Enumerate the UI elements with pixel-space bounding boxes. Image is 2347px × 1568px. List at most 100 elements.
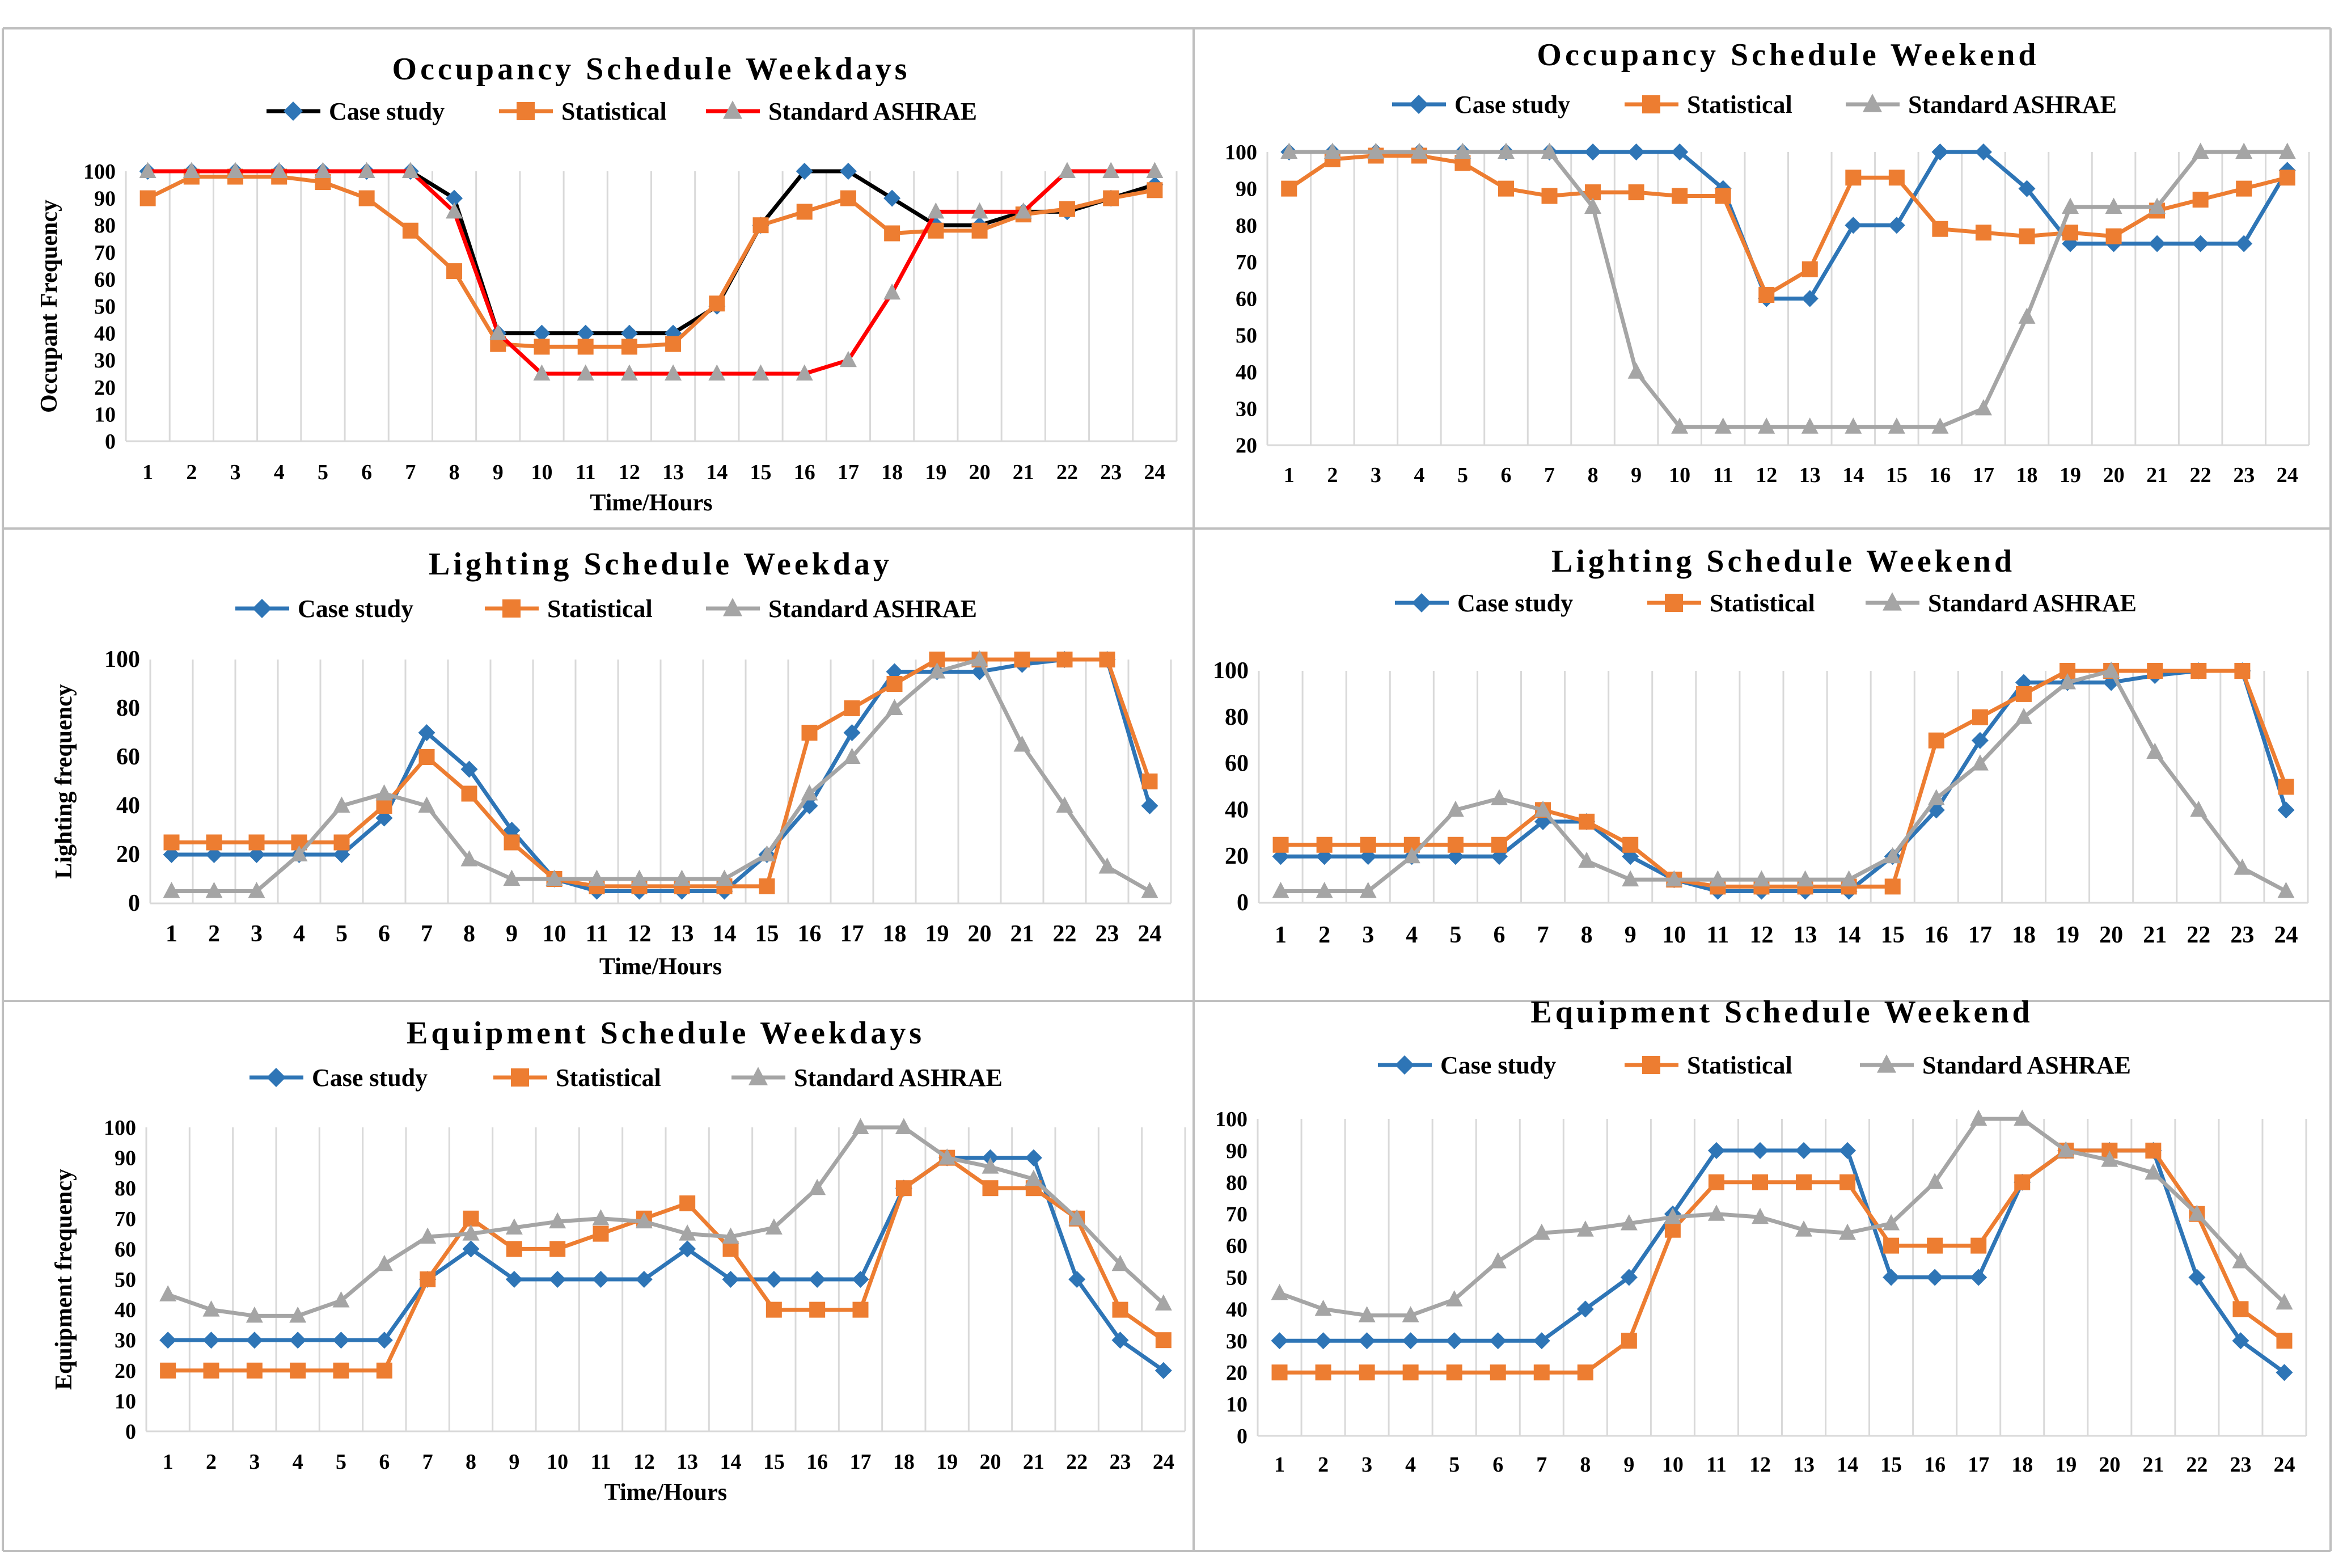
chart-title: Lighting Schedule Weekday [429,547,893,582]
y-tick-label: 70 [94,241,116,265]
data-point [1888,217,1905,234]
data-point [418,749,435,765]
x-tick-label: 18 [2016,463,2037,487]
data-point [2192,235,2209,252]
data-point [290,845,308,861]
legend-item: Statistical [1625,91,1792,119]
data-point [895,1180,912,1197]
data-point [1796,870,1814,887]
x-tick-label: 19 [2056,922,2079,948]
data-point [752,364,769,381]
data-point [1272,836,1289,853]
data-point [1541,142,1558,159]
legend-marker [1665,594,1683,612]
x-tick-label: 20 [980,1450,1001,1474]
data-point [665,336,682,352]
chart-title: Equipment Schedule Weekend [1530,995,2033,1030]
chart-equip-weekdays: Equipment Schedule Weekdays 0 10 20 30 40 50 60… [51,1016,1186,1506]
data-point [2236,180,2252,197]
data-point [461,785,477,802]
chart-title: Occupancy Schedule Weekdays [392,52,911,87]
legend-item: Statistical [499,98,667,125]
data-point [2192,192,2209,208]
data-point [1111,1254,1129,1271]
data-point [2145,1163,2162,1180]
series-line [147,169,1155,376]
data-point [765,1218,783,1235]
data-point [2190,800,2208,817]
data-point [2277,801,2295,819]
data-point [884,225,900,242]
x-tick-label: 22 [1056,460,1078,484]
data-point [1971,732,1989,749]
data-point [722,1227,739,1244]
data-point [489,324,507,340]
x-tick-label: 13 [662,460,684,484]
data-point [2232,1332,2249,1350]
y-tick-label: 30 [1226,1329,1247,1353]
data-point [593,1225,609,1242]
legend-marker [1863,94,1882,112]
chart-title: Occupancy Schedule Weekend [1537,37,2039,73]
y-tick-label: 20 [94,376,116,400]
data-point [1280,142,1298,159]
data-point [375,784,393,801]
data-point [886,699,903,715]
y-tick-label: 70 [1226,1203,1247,1227]
data-point [796,163,813,180]
data-point [2279,170,2295,186]
data-point [2062,225,2079,241]
y-tick-label: 30 [1236,397,1257,421]
x-tick-label: 24 [2277,463,2298,487]
data-point [159,1332,177,1349]
data-point [332,1332,350,1349]
legend-label: Statistical [1687,91,1792,119]
x-tick-label: 8 [1580,1453,1591,1477]
x-tick-label: 6 [361,460,372,484]
data-point [534,339,550,355]
legend-marker [284,102,303,121]
data-point [1845,217,1862,234]
legend-label: Case study [1440,1051,1556,1079]
data-point [1584,143,1602,160]
legend-item: Statistical [1647,589,1815,617]
series-standard-ashrae [159,1118,1172,1323]
data-point [796,204,813,220]
data-point [418,724,435,741]
data-point [588,869,606,886]
data-point [592,1271,610,1288]
data-point [505,1271,523,1288]
data-point [839,350,857,367]
x-tick-label: 24 [1153,1450,1174,1474]
x-tick-label: 6 [378,921,390,947]
data-point [1490,789,1508,805]
data-point [1970,1269,1987,1286]
data-point [1402,1364,1419,1381]
data-point [503,869,521,886]
data-point [1664,1222,1681,1238]
data-point [333,796,350,813]
data-point [2105,228,2122,244]
y-tick-label: 10 [115,1389,136,1413]
x-tick-label: 3 [230,460,241,484]
data-point [1888,417,1905,434]
data-point [982,1180,999,1197]
data-point [163,834,180,851]
data-point [1103,190,1119,206]
data-point [246,1332,263,1349]
data-point [1622,870,1639,887]
data-point [2235,142,2253,159]
data-point [1445,1290,1463,1307]
data-point [375,1332,393,1349]
data-point [971,650,988,666]
data-point [446,263,463,280]
data-point [1271,1364,1288,1381]
x-tick-label: 1 [1275,922,1287,948]
x-tick-label: 17 [840,921,864,947]
data-point [376,1362,392,1379]
data-point [1576,1220,1594,1237]
data-point [1671,417,1689,434]
x-tick-label: 4 [1414,463,1424,487]
y-tick-label: 60 [115,1237,136,1261]
data-point [332,1291,350,1308]
